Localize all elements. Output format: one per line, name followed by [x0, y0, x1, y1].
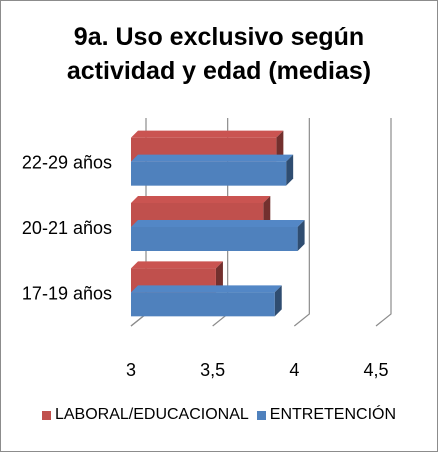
bar-side-face — [276, 130, 284, 162]
chart-title: 9a. Uso exclusivo según actividad y edad… — [0, 20, 438, 88]
gridline-3 — [375, 118, 392, 327]
bar-top-face — [131, 154, 294, 162]
gridline-2 — [293, 118, 310, 327]
bar-front-face — [131, 161, 287, 186]
bar-top-face — [131, 285, 282, 293]
bar-side-face — [263, 196, 271, 227]
legend: LABORAL/EDUCACIONAL ENTRETENCIÓN — [0, 406, 438, 424]
x-tick-labels: 3 3,5 4 4,5 — [126, 360, 389, 380]
chart-title-line-1: 9a. Uso exclusivo según — [73, 23, 365, 51]
chart-title-line-2: actividad y edad (medias) — [66, 57, 372, 85]
x-tick-label-0: 3 — [126, 360, 136, 380]
x-tick-label-3: 4,5 — [363, 360, 388, 380]
bar-side-face — [286, 154, 294, 186]
legend-swatch-laboral — [41, 410, 51, 420]
category-label-0: 17-19 años — [22, 283, 112, 303]
bar-top-face — [131, 261, 223, 269]
bar-entretencion-1 — [131, 220, 305, 251]
x-tick-label-2: 4 — [289, 360, 299, 380]
bar-top-face — [131, 130, 284, 138]
legend-swatch-entretencion — [256, 410, 266, 420]
bar-top-face — [131, 220, 305, 227]
legend-label-laboral: LABORAL/EDUCACIONAL — [54, 406, 249, 423]
category-label-2: 22-29 años — [22, 153, 112, 173]
category-label-1: 20-21 años — [22, 218, 112, 238]
bar-entretencion-0 — [131, 285, 282, 317]
bar-layer — [131, 130, 305, 317]
bar-front-face — [131, 292, 275, 317]
legend-label-entretencion: ENTRETENCIÓN — [269, 406, 397, 423]
bar-side-face — [215, 261, 223, 293]
x-tick-label-1: 3,5 — [200, 360, 225, 380]
bar-top-face — [131, 196, 271, 203]
bar-front-face — [131, 227, 298, 251]
legend-item-laboral: LABORAL/EDUCACIONAL — [41, 406, 249, 424]
bar-side-face — [274, 285, 282, 317]
bar-entretencion-2 — [131, 154, 294, 186]
legend-item-entretencion: ENTRETENCIÓN — [256, 406, 397, 424]
bar-side-face — [297, 220, 305, 251]
category-labels: 17-19 años 20-21 años 22-29 años — [22, 153, 112, 304]
